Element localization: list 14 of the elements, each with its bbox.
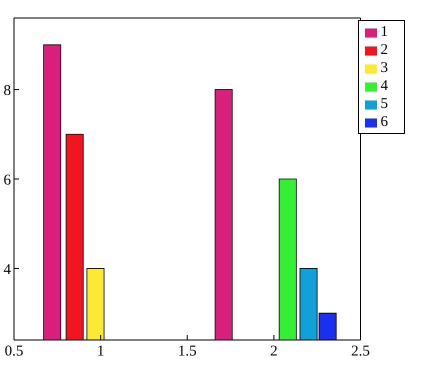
y-tick-label: 6 <box>4 172 12 188</box>
legend-label: 3 <box>380 60 388 76</box>
x-tick-label: 1 <box>96 344 104 360</box>
y-tick-label: 8 <box>4 82 11 99</box>
legend-label: 6 <box>380 114 388 130</box>
x-tick-label: 1.5 <box>178 344 197 360</box>
x-tick-label: 2.5 <box>351 344 370 360</box>
y-tick-label: 4 <box>4 262 12 278</box>
legend-label: 1 <box>380 24 388 40</box>
x-tick-label: 0.5 <box>4 344 24 360</box>
legend-label: 5 <box>380 96 388 112</box>
legend-label: 2 <box>380 42 388 58</box>
legend-label: 4 <box>380 78 388 94</box>
x-tick-label: 2 <box>270 344 278 360</box>
